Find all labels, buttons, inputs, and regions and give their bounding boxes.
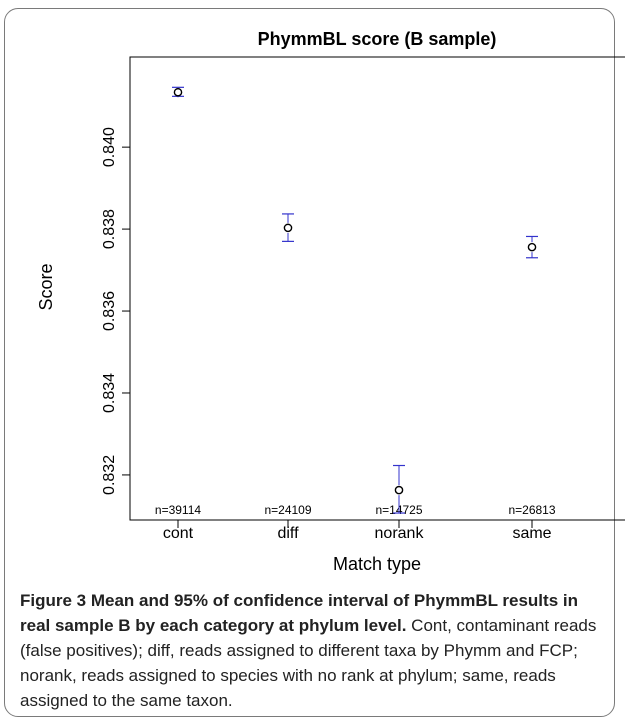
y-axis-title: Score [36, 263, 56, 310]
x-axis: cont diff norank same [163, 520, 552, 542]
x-tick-label: cont [163, 525, 194, 542]
x-tick-label: norank [375, 525, 425, 542]
x-axis-title: Match type [333, 554, 421, 574]
y-axis: 0.832 0.834 0.836 0.838 0.840 [101, 127, 130, 495]
y-tick-label: 0.838 [101, 209, 118, 249]
data-marks: n=39114 n=24109 n=14725 n=26813 [155, 86, 556, 517]
figure-caption: Figure 3 Mean and 95% of confidence inte… [20, 588, 605, 713]
mean-point [283, 223, 293, 233]
y-tick-label: 0.834 [101, 373, 118, 413]
count-label: n=24109 [264, 503, 311, 517]
count-label: n=26813 [508, 503, 555, 517]
chart: PhymmBL score (B sample) 0.832 0.834 0.836… [36, 29, 625, 574]
count-label: n=39114 [155, 503, 201, 517]
y-tick-label: 0.832 [101, 455, 118, 495]
y-tick-label: 0.836 [101, 291, 118, 331]
mean-point [527, 242, 537, 252]
caption-text: Cont, contaminant reads (false positives… [20, 616, 597, 710]
chart-title: PhymmBL score (B sample) [258, 29, 497, 49]
x-tick-label: same [512, 525, 551, 542]
plot-box [129, 56, 625, 521]
y-tick-label: 0.840 [101, 127, 118, 167]
mean-point [173, 87, 183, 97]
caption-label: Figure 3 Mean and 95% of confidence inte… [20, 591, 578, 635]
mean-point [394, 485, 404, 495]
figure-frame [4, 8, 615, 717]
x-tick-label: diff [277, 525, 299, 542]
